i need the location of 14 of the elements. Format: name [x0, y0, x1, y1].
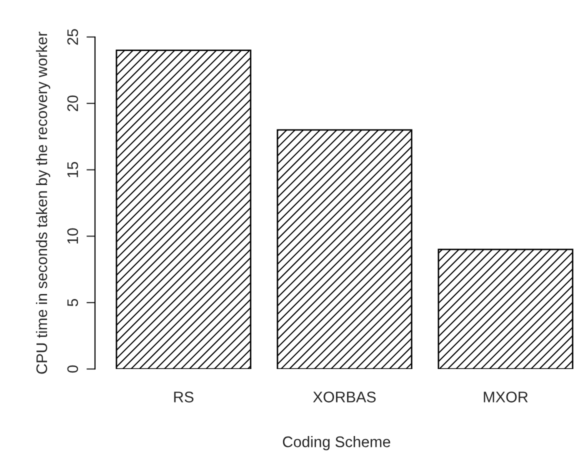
- x-tick-label: RS: [174, 392, 194, 402]
- y-tick-label: 0: [67, 365, 78, 373]
- y-tick-label: 15: [67, 162, 78, 178]
- y-tick-label: 20: [67, 96, 78, 112]
- x-axis-title: Coding Scheme: [282, 436, 390, 450]
- y-axis-title: CPU time in seconds taken by the recovery worker: [36, 32, 50, 374]
- bar: [276, 129, 412, 369]
- bar: [116, 50, 252, 369]
- x-tick-label: XORBAS: [313, 392, 376, 402]
- x-tick-label: MXOR: [484, 392, 528, 402]
- y-tick-label: 5: [67, 298, 78, 306]
- y-tick-label: 10: [67, 228, 78, 244]
- y-tick-label: 25: [67, 29, 78, 45]
- bar: [438, 248, 574, 369]
